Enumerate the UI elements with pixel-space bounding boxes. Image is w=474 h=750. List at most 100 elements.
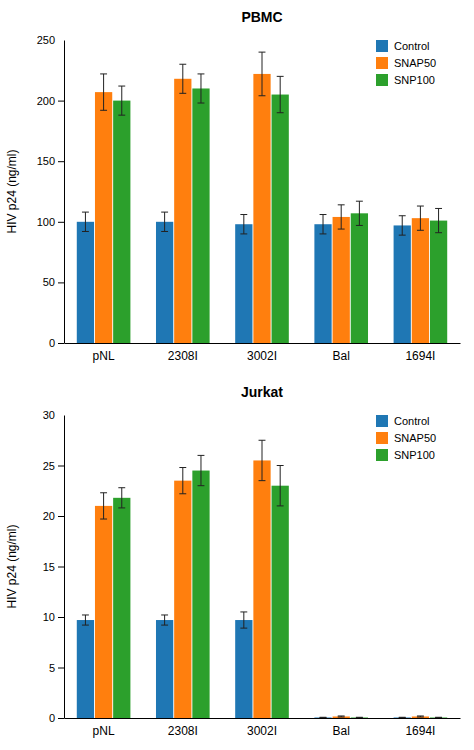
legend-swatch bbox=[376, 40, 388, 52]
y-tick-label: 0 bbox=[49, 712, 55, 724]
y-axis: 0 50 100 150 200 bbox=[37, 41, 65, 350]
title: PBMC bbox=[241, 9, 282, 25]
error-bar bbox=[161, 212, 168, 231]
bar bbox=[253, 460, 270, 718]
legend-label: SNP100 bbox=[394, 449, 435, 461]
error-bar bbox=[356, 717, 363, 718]
error-bar bbox=[100, 493, 107, 519]
y-tick: 15 bbox=[43, 561, 64, 573]
bar bbox=[314, 717, 331, 718]
x-tick: Bal bbox=[333, 349, 350, 363]
x-tick-label: 1694I bbox=[405, 349, 435, 363]
error-bar bbox=[399, 216, 406, 235]
bar bbox=[174, 481, 191, 718]
y-axis: 0510152025 bbox=[43, 416, 65, 725]
bar bbox=[314, 224, 331, 343]
y-tick: 100 bbox=[37, 216, 64, 228]
error-bar bbox=[399, 717, 406, 718]
x-tick: 2308I bbox=[168, 724, 198, 738]
y-tick-mark bbox=[58, 101, 64, 102]
panel: 0510152025pNL2308I3002IBal1694IHIV p24 (… bbox=[5, 384, 461, 738]
legend-swatch bbox=[376, 449, 388, 461]
bar bbox=[95, 506, 112, 718]
x-tick-label: 1694I bbox=[405, 724, 435, 738]
series bbox=[113, 74, 447, 343]
figure: 050100150200pNL2308I3002IBal1694IHIV p24… bbox=[0, 0, 474, 750]
y-tick-mark bbox=[58, 466, 64, 467]
x-tick-label: pNL bbox=[93, 724, 115, 738]
marks bbox=[77, 52, 447, 343]
plot: 050100150200pNL2308I3002IBal1694IHIV p24… bbox=[5, 9, 461, 363]
bar bbox=[272, 486, 289, 718]
bar bbox=[412, 218, 429, 343]
y-tick-label: 20 bbox=[43, 510, 55, 522]
legend-item: SNAP50 bbox=[376, 57, 436, 69]
error-bar bbox=[161, 615, 168, 625]
y-tick: 20 bbox=[43, 510, 64, 522]
legend-label: SNAP50 bbox=[394, 57, 436, 69]
bar bbox=[192, 88, 209, 343]
x-tick-label: Bal bbox=[333, 349, 350, 363]
annotation: 30 bbox=[43, 409, 55, 421]
y-tick: 0 bbox=[49, 712, 64, 724]
x-tick-label: 2308I bbox=[168, 724, 198, 738]
legend-swatch bbox=[376, 432, 388, 444]
bar bbox=[430, 221, 447, 343]
panel: 050100150200pNL2308I3002IBal1694IHIV p24… bbox=[5, 9, 461, 363]
bar bbox=[113, 498, 130, 718]
bar bbox=[394, 717, 411, 718]
bar bbox=[77, 222, 94, 343]
y-tick: 200 bbox=[37, 95, 64, 107]
error-bar bbox=[356, 201, 363, 225]
error-bar bbox=[82, 615, 89, 625]
error-bar bbox=[338, 716, 345, 717]
error-bar bbox=[277, 466, 284, 506]
y-tick-mark bbox=[58, 668, 64, 669]
error-bar bbox=[435, 208, 442, 232]
x-axis-line bbox=[65, 343, 461, 344]
legend-label: Control bbox=[394, 40, 429, 52]
y-tick-mark bbox=[58, 222, 64, 223]
x-tick: 3002I bbox=[247, 724, 277, 738]
legend-item: SNAP50 bbox=[376, 432, 436, 444]
error-bar bbox=[240, 612, 247, 628]
y-axis-line bbox=[64, 416, 65, 719]
x-tick-label: pNL bbox=[93, 349, 115, 363]
bar bbox=[333, 716, 350, 718]
error-bar bbox=[259, 52, 266, 96]
bar bbox=[430, 717, 447, 718]
bar bbox=[174, 79, 191, 343]
bar bbox=[235, 620, 252, 718]
legend-item: SNP100 bbox=[376, 449, 435, 461]
legend-item: Control bbox=[376, 40, 429, 52]
bar bbox=[253, 74, 270, 343]
y-tick-label: 50 bbox=[43, 276, 55, 288]
legend-swatch bbox=[376, 74, 388, 86]
y-tick-label: 150 bbox=[37, 155, 55, 167]
legend: Control SNAP50 SNP100 bbox=[376, 415, 436, 461]
y-tick-label: 0 bbox=[49, 337, 55, 349]
error-bar bbox=[240, 215, 247, 234]
bar bbox=[113, 101, 130, 343]
series bbox=[95, 52, 429, 343]
x-axis: pNL2308I3002IBal1694I bbox=[65, 344, 461, 363]
error-bar bbox=[118, 488, 125, 508]
x-tick: 3002I bbox=[247, 349, 277, 363]
bar bbox=[394, 225, 411, 343]
legend-label: SNP100 bbox=[394, 74, 435, 86]
legend-item: Control bbox=[376, 415, 429, 427]
y-axis-title: HIV p24 (ng/ml) bbox=[5, 149, 19, 233]
series bbox=[113, 455, 447, 718]
legend-item: SNP100 bbox=[376, 74, 435, 86]
y-tick-mark bbox=[58, 718, 64, 719]
x-tick: pNL bbox=[93, 349, 115, 363]
y-tick: 10 bbox=[43, 611, 64, 623]
x-axis-line bbox=[65, 718, 461, 719]
error-bar bbox=[198, 455, 205, 485]
x-tick: 1694I bbox=[405, 724, 435, 738]
error-bar bbox=[417, 716, 424, 717]
bar bbox=[333, 217, 350, 343]
error-bar bbox=[179, 468, 186, 494]
y-tick-label: 10 bbox=[43, 611, 55, 623]
y-tick-mark bbox=[58, 343, 64, 344]
